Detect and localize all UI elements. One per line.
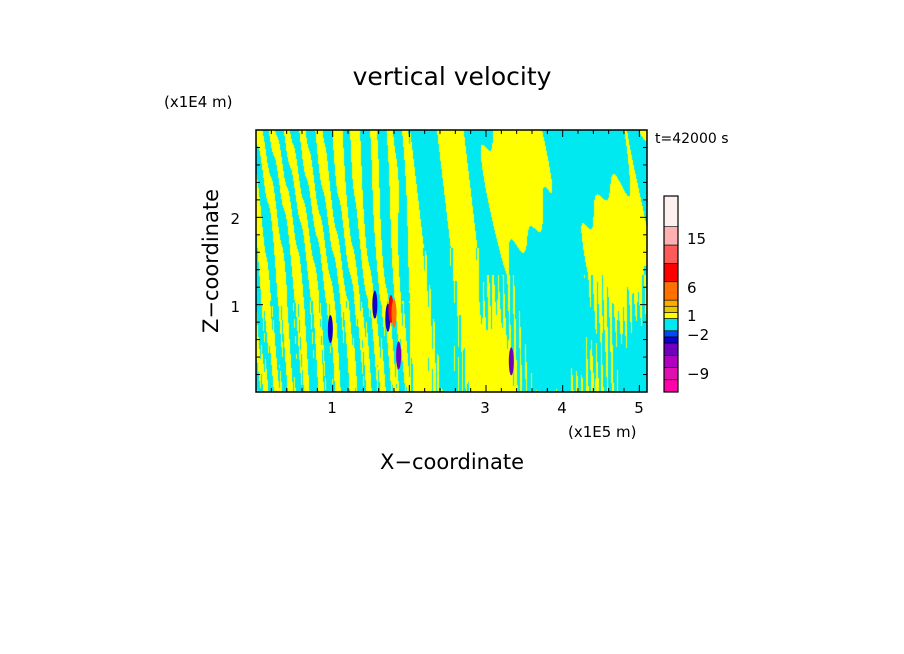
- colorbar-band: [663, 305, 679, 313]
- colorbar-band: [663, 226, 679, 246]
- colorbar-label: −9: [687, 365, 709, 383]
- colorbar-band: [663, 263, 679, 283]
- x-unit-label: (x1E5 m): [568, 423, 637, 441]
- time-label: t=42000 s: [655, 131, 729, 147]
- x-tick-label: 2: [404, 399, 414, 417]
- colorbar-label: −2: [687, 326, 709, 344]
- y-tick-label: 1: [230, 298, 240, 316]
- x-axis-title: X−coordinate: [380, 450, 524, 474]
- colorbar-band: [663, 244, 679, 264]
- contour-fill: [256, 130, 647, 392]
- strong-core: [396, 341, 402, 370]
- plot-frame: [255, 129, 648, 393]
- colorbar-band: [663, 299, 679, 307]
- y-tick-label: 2: [230, 210, 240, 228]
- strong-core: [391, 299, 397, 328]
- chart-title: vertical velocity: [353, 62, 552, 91]
- colorbar-frame: [663, 195, 679, 393]
- y-unit-label: (x1E4 m): [164, 93, 233, 111]
- x-tick-label: 3: [480, 399, 490, 417]
- x-tick-label: 5: [634, 399, 644, 417]
- colorbar-band: [663, 367, 679, 381]
- colorbar-label: 15: [687, 230, 706, 248]
- colorbar-band: [663, 318, 679, 332]
- colorbar: [663, 195, 679, 393]
- strong-core: [508, 347, 514, 376]
- colorbar-band: [663, 330, 679, 338]
- colorbar-band: [663, 342, 679, 356]
- axis-ticks: [256, 130, 647, 392]
- colorbar-band: [663, 281, 679, 301]
- colorbar-band: [663, 336, 679, 344]
- colorbar-band: [663, 195, 679, 227]
- contour-field: [256, 130, 647, 392]
- colorbar-band: [663, 312, 679, 319]
- y-axis-title: Z−coordinate: [199, 189, 223, 333]
- colorbar-label: 6: [687, 279, 697, 297]
- colorbar-band: [663, 379, 679, 393]
- colorbar-label: 1: [687, 307, 697, 325]
- colorbar-band: [663, 354, 679, 368]
- x-tick-label: 1: [327, 399, 337, 417]
- strong-core: [327, 315, 333, 344]
- x-tick-label: 4: [557, 399, 567, 417]
- strong-core: [372, 290, 378, 319]
